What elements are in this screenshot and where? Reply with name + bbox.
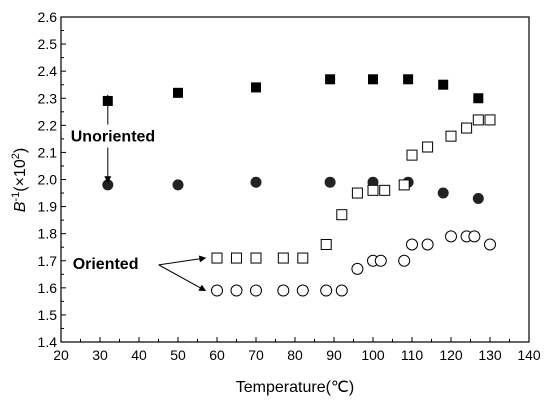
data-point — [297, 252, 309, 264]
series-open-circle — [211, 230, 496, 297]
y-tick-label: 2.2 — [38, 117, 58, 133]
data-point — [421, 238, 434, 251]
annotation-label: Oriented — [73, 256, 139, 273]
x-tick-label: 40 — [131, 347, 147, 363]
data-point — [211, 284, 223, 297]
x-tick-label: 90 — [326, 347, 342, 363]
data-point — [173, 87, 183, 98]
data-point — [398, 179, 410, 191]
data-point — [251, 82, 261, 93]
data-point — [472, 192, 484, 204]
annotation-oriented: Oriented — [73, 255, 207, 292]
x-axis-ticks — [60, 337, 530, 342]
data-point — [336, 209, 348, 221]
data-point — [296, 284, 309, 297]
series-filled-circle — [102, 176, 484, 204]
data-point — [368, 74, 378, 85]
x-tick-label: 20 — [53, 347, 69, 363]
data-point — [325, 74, 336, 85]
data-point — [468, 230, 481, 243]
x-tick-label: 80 — [287, 347, 303, 363]
x-tick-label: 30 — [92, 347, 108, 363]
y-axis-title-tail-sup: 2 — [10, 153, 22, 159]
data-point — [473, 93, 484, 104]
data-point — [484, 238, 496, 251]
y-tick-label: 2.1 — [38, 144, 58, 160]
x-tick-label: 140 — [517, 347, 541, 363]
data-point — [324, 176, 336, 188]
y-axis-ticks — [61, 16, 66, 343]
data-point — [211, 252, 223, 264]
data-series — [102, 74, 496, 297]
y-tick-label: 1.8 — [38, 226, 58, 242]
data-point — [250, 252, 262, 264]
data-point — [445, 230, 457, 243]
data-point — [351, 187, 363, 199]
y-axis-tick-labels: 1.4 1.5 1.6 1.7 1.8 1.9 2.0 2.1 2.2 2.3 2.4 2.5 2.6 — [38, 9, 58, 350]
data-point — [231, 252, 242, 264]
data-point — [461, 122, 473, 134]
x-axis-title: Temperature(℃) — [236, 379, 354, 396]
data-point — [335, 284, 348, 297]
annotation-arrow — [158, 255, 207, 266]
data-point — [445, 130, 457, 142]
y-tick-label: 2.4 — [38, 63, 58, 79]
x-tick-label: 60 — [209, 347, 225, 363]
y-axis-title-sup: -1 — [10, 192, 22, 202]
y-tick-label: 1.7 — [38, 253, 58, 269]
x-tick-label: 130 — [478, 347, 502, 363]
y-tick-label: 1.4 — [38, 334, 58, 350]
y-axis-title: B-1(×102) — [10, 148, 29, 212]
y-axis-title-close: ) — [12, 148, 29, 153]
data-point — [438, 79, 449, 90]
plot-area-frame — [60, 16, 530, 343]
series-filled-square — [102, 74, 484, 106]
data-point — [437, 187, 449, 199]
series-open-square — [211, 114, 496, 264]
y-axis-title-main: B — [12, 201, 29, 212]
annotations: Unoriented Oriented — [71, 94, 207, 292]
x-tick-label: 70 — [248, 347, 264, 363]
y-tick-label: 1.9 — [38, 199, 58, 215]
data-point — [374, 254, 387, 267]
x-tick-label: 110 — [401, 347, 424, 363]
data-point — [406, 149, 418, 161]
data-point — [398, 254, 411, 267]
data-point — [403, 74, 414, 85]
data-point — [277, 284, 290, 297]
data-point — [484, 114, 496, 126]
data-point — [351, 262, 364, 275]
data-point — [277, 252, 289, 264]
y-tick-label: 2.6 — [38, 9, 58, 25]
y-tick-label: 2.3 — [38, 90, 58, 106]
annotation-label: Unoriented — [71, 129, 155, 146]
data-point — [367, 184, 379, 196]
annotation-unoriented: Unoriented — [71, 94, 155, 184]
y-tick-label: 2.5 — [38, 36, 58, 52]
y-tick-label: 1.6 — [38, 280, 58, 296]
data-point — [406, 238, 418, 251]
x-axis-tick-labels: 20 30 40 50 60 70 80 90 100 110 120 130 140 — [53, 347, 541, 363]
data-point — [320, 239, 332, 250]
data-point — [230, 284, 243, 297]
y-axis-title-tail: (×10 — [12, 159, 29, 192]
data-point — [250, 176, 262, 188]
data-point — [320, 284, 333, 297]
x-tick-label: 100 — [361, 347, 385, 363]
x-tick-label: 50 — [170, 347, 186, 363]
data-point — [472, 114, 484, 126]
data-point — [172, 179, 184, 191]
data-point — [250, 284, 262, 297]
y-tick-label: 1.5 — [38, 307, 58, 323]
annotation-arrow — [158, 264, 207, 292]
data-point — [379, 184, 391, 196]
data-point — [422, 141, 434, 153]
y-tick-label: 2.0 — [38, 172, 58, 188]
x-tick-label: 120 — [439, 347, 463, 363]
